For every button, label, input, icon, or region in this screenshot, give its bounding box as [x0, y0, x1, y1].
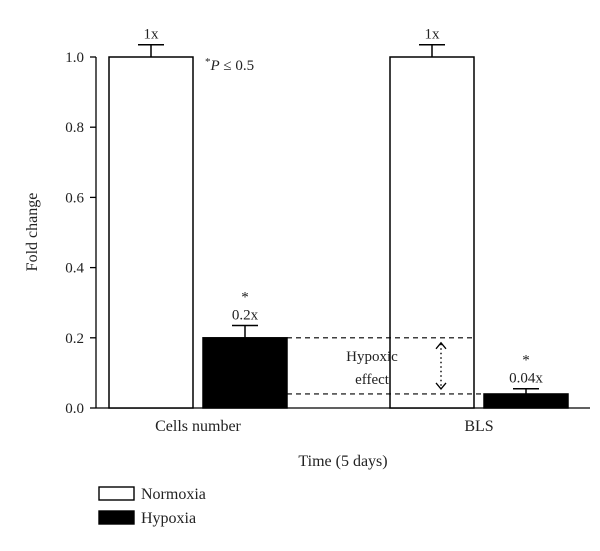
legend-label: Hypoxia: [141, 510, 196, 527]
legend-label: Normoxia: [141, 486, 206, 503]
bar: [389, 56, 475, 409]
data-label: 0.04x: [509, 371, 543, 387]
category-label: BLS: [464, 418, 493, 435]
legend: Normoxia Hypoxia: [98, 486, 206, 527]
effect-arrow-head-up: [435, 341, 447, 350]
bar: [483, 393, 569, 409]
data-label: 1x: [425, 27, 441, 43]
significance-note: *P ≤ 0.5: [205, 56, 254, 74]
bar: [202, 337, 288, 409]
y-tick-label: 0.8: [65, 120, 84, 136]
annotation-layer: *P ≤ 0.5 Hypoxic effect: [205, 56, 484, 395]
y-tick-label: 0.4: [65, 261, 84, 277]
annotation-line1: Hypoxic: [346, 349, 398, 365]
annotation-line2: effect: [355, 372, 390, 388]
significance-star: *: [241, 290, 249, 306]
y-tick-label: 1.0: [65, 50, 84, 66]
data-label: 0.2x: [232, 308, 259, 324]
bar: [108, 56, 194, 409]
bars-layer: 1x 0.2x * Cells number 1x 0.04x * BLS: [108, 27, 569, 435]
y-tick-label: 0.6: [65, 190, 84, 206]
effect-arrow-head-down: [435, 382, 447, 390]
legend-swatch: [98, 510, 135, 525]
category-label: Cells number: [155, 418, 241, 435]
y-tick-label: 0.0: [65, 401, 84, 417]
x-axis-title: Time (5 days): [298, 453, 387, 470]
significance-star: *: [522, 353, 530, 369]
y-axis-title: Fold change: [24, 193, 41, 272]
legend-swatch: [98, 486, 135, 501]
y-tick-label: 0.2: [65, 331, 84, 347]
data-label: 1x: [144, 27, 160, 43]
